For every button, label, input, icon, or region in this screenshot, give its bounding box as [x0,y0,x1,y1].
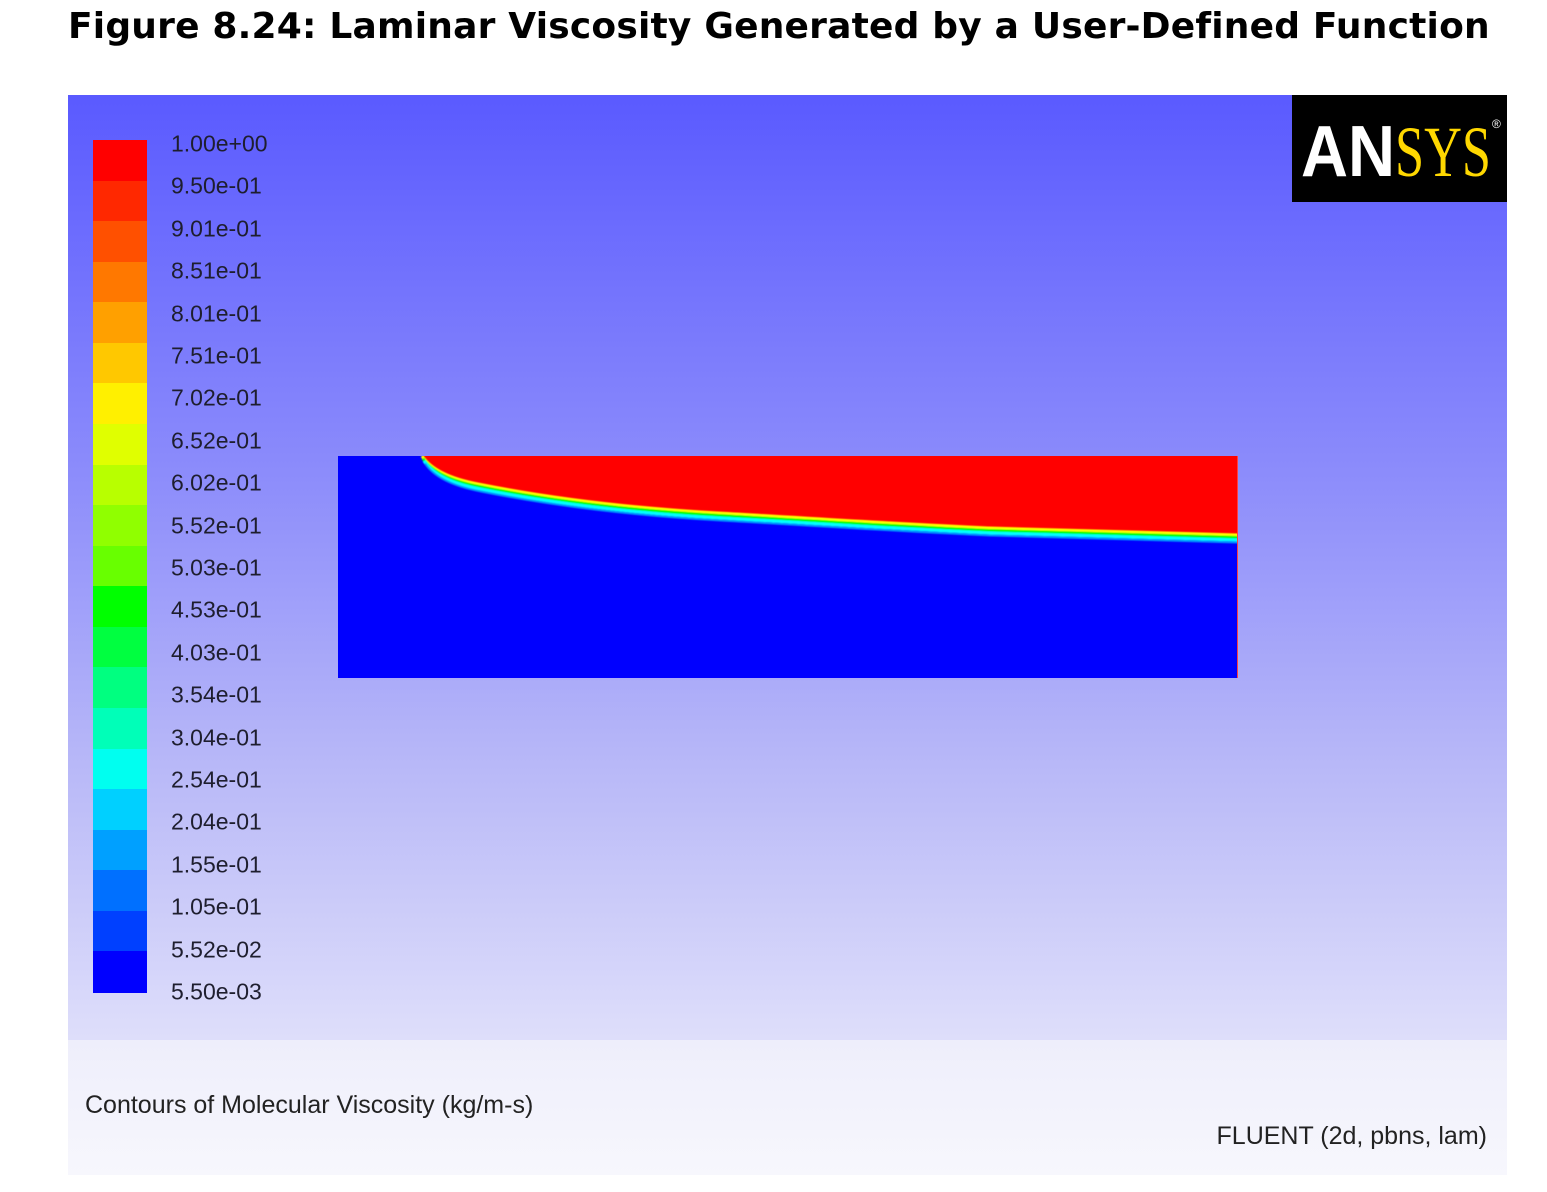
colorbar-segment [93,789,147,831]
interface-lightblue [424,462,1238,544]
plot-caption: Contours of Molecular Viscosity (kg/m-s) [85,1091,534,1119]
footer-band [68,1040,1507,1175]
domain-lower-fluid [338,456,1238,678]
interface-band [420,456,1238,544]
colorbar-segment [93,464,147,507]
interface-green [421,457,1238,539]
colorbar-segment [93,748,147,791]
colorbar-label: 9.50e-01 [171,172,262,199]
colorbar-label: 2.04e-01 [171,808,262,835]
colorbar-segment [93,383,147,425]
colorbar-segment [93,829,147,872]
ansys-logo-sys: SYS [1395,112,1491,192]
interface-yellow [420,456,1238,537]
colorbar-segment [93,708,147,750]
colorbar-label: 8.51e-01 [171,257,262,284]
ansys-logo: AN SYS ® [1292,95,1507,202]
figure-title: Figure 8.24: Laminar Viscosity Generated… [68,6,1490,47]
colorbar-segment [93,261,147,304]
colorbar-label: 1.55e-01 [171,851,262,878]
ansys-logo-registered: ® [1492,117,1501,131]
colorbar-segment [93,342,147,385]
colorbar-label: 4.03e-01 [171,639,262,666]
colorbar-label: 5.50e-03 [171,978,262,1005]
solver-info: FLUENT (2d, pbns, lam) [1216,1122,1487,1150]
colorbar-segment [93,626,147,669]
fluent-graphics-viewport: 1.00e+00 9.50e-01 9.01e-01 8.51e-01 8.01e-01… [68,95,1507,1175]
colorbar [93,140,147,993]
colorbar-segment [93,180,147,223]
colorbar-segment [93,505,147,547]
colorbar-segment [93,667,147,709]
colorbar-label: 8.01e-01 [171,300,262,327]
colorbar-label: 7.51e-01 [171,342,262,369]
colorbar-label: 5.52e-02 [171,936,262,963]
colorbar-segment [93,870,147,912]
colorbar-segment [93,140,147,182]
ansys-logo-an: AN [1301,112,1395,192]
colorbar-label: 4.53e-01 [171,596,262,623]
colorbar-label: 6.02e-01 [171,469,262,496]
colorbar-label: 2.54e-01 [171,766,262,793]
colorbar-segment [93,545,147,588]
colorbar-segment [93,951,147,993]
interface-cyan [422,460,1238,542]
colorbar-label: 3.54e-01 [171,681,262,708]
colorbar-segment [93,586,147,628]
colorbar-segment [93,302,147,344]
colorbar-segment [93,910,147,953]
colorbar-label: 3.04e-01 [171,724,262,751]
colorbar-label: 5.03e-01 [171,554,262,581]
colorbar-label: 1.05e-01 [171,893,262,920]
colorbar-label: 1.00e+00 [171,130,268,157]
colorbar-segment [93,221,147,263]
colorbar-label: 9.01e-01 [171,215,262,242]
contour-plot [338,456,1238,678]
colorbar-label: 5.52e-01 [171,512,262,539]
colorbar-segment [93,424,147,466]
colorbar-label: 7.02e-01 [171,384,262,411]
colorbar-label: 6.52e-01 [171,427,262,454]
